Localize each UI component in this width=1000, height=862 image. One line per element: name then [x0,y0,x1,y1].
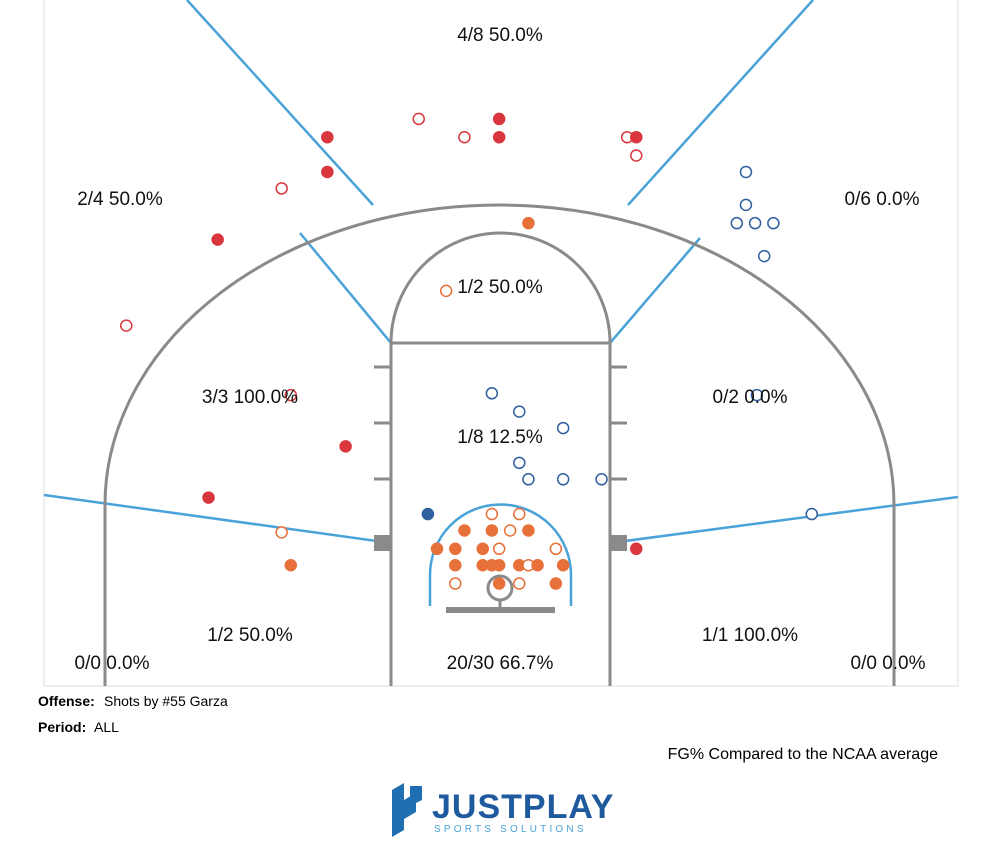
shot [757,249,771,263]
shot [739,198,753,212]
zone-label: 1/2 50.0% [457,277,543,298]
shot [503,524,517,537]
shot [739,165,753,179]
shot [449,577,462,590]
shot [513,405,526,418]
period: ALL [94,719,119,735]
zone-label: 2/4 50.0% [77,189,163,210]
shot [513,507,526,521]
shot [556,473,570,486]
shot [421,507,435,521]
shot [485,387,499,400]
shot [275,526,288,539]
shot [202,491,215,504]
shot [522,524,535,537]
shot [449,542,462,556]
shot [476,542,489,556]
shot [321,165,334,179]
shot [522,473,535,486]
shot [531,559,544,572]
shot [275,182,288,195]
zone-labels: 4/8 50.0% 2/4 50.0% 0/6 0.0% 1/2 50.0% 3… [75,25,926,674]
shot [485,524,499,537]
shot [458,524,471,537]
zone-label: 20/30 66.7% [447,653,554,674]
logo: JUSTPLAY SPORTS SOLUTIONS [392,783,614,837]
period-label: Period: [38,719,86,735]
shot [492,559,506,572]
shot [458,130,471,144]
shot [284,388,298,402]
zone-label: 1/8 12.5% [457,427,543,448]
offense: Shots by #55 Garza [104,693,228,709]
shot [748,216,762,230]
shot [730,216,744,230]
shot [750,388,764,402]
shot [767,216,780,230]
shot [595,473,608,486]
zone-label: 0/0 0.0% [75,653,150,674]
shot [321,130,334,144]
court-lines [103,203,896,686]
shot [492,542,506,556]
note: FG% Compared to the NCAA average [668,746,938,763]
shot [549,542,563,556]
footer: Offense: Shots by #55 Garza Period: ALL … [38,693,938,763]
shot [556,559,570,572]
shot [513,577,526,590]
shot [556,421,570,435]
zone-label: 1/1 100.0% [702,625,798,646]
shot [449,559,462,572]
shot [284,559,298,572]
logo-name: JUSTPLAY [432,788,614,826]
shot [485,507,499,521]
shot [492,112,506,126]
shot [630,130,643,144]
shot [805,507,819,521]
shot [439,284,453,298]
shot [430,542,444,556]
shot [630,542,643,556]
shot [630,149,643,162]
zone-label: 3/3 100.0% [202,387,298,408]
zone-label: 0/0 0.0% [851,653,926,674]
offense-label: Offense: [38,693,95,709]
zone-label: 0/2 0.0% [713,387,788,408]
shot [522,216,535,230]
shot [412,112,425,126]
zone-label: 1/2 50.0% [207,625,293,646]
shot [492,130,506,144]
shot [513,456,526,470]
logo-tagline: SPORTS SOLUTIONS [434,824,587,835]
zone-label: 0/6 0.0% [845,189,920,210]
shots [120,112,819,590]
shot [549,577,563,590]
shot [339,440,352,453]
shot [492,577,506,590]
zone-label: 4/8 50.0% [457,25,543,46]
shot [120,319,133,332]
shot [211,233,224,246]
